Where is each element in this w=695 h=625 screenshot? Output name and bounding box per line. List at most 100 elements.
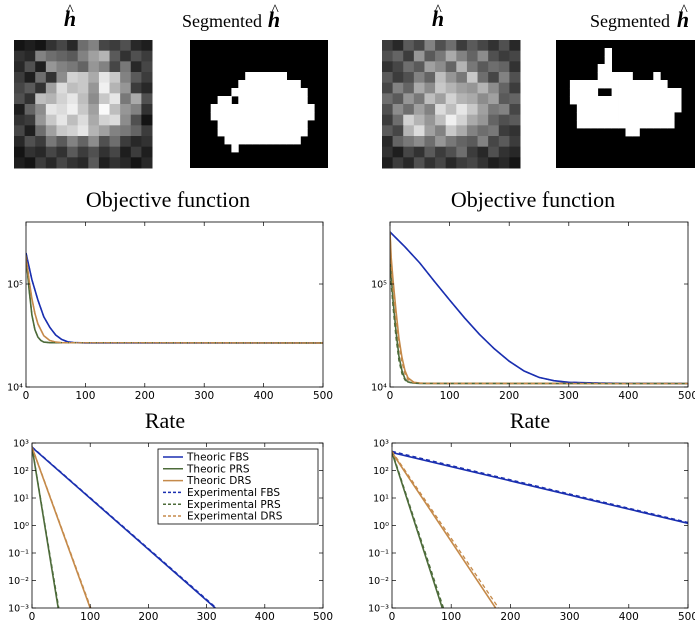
segment-cell xyxy=(660,104,668,113)
pixel-cell xyxy=(14,50,26,62)
pixel-cell xyxy=(45,157,57,169)
pixel-cell xyxy=(413,40,425,52)
segment-cell xyxy=(279,88,287,97)
pixel-cell xyxy=(498,125,510,137)
segment-cell xyxy=(618,96,626,105)
pixel-cell xyxy=(130,136,142,148)
pixel-cell xyxy=(35,50,47,62)
segment-cell xyxy=(639,88,647,97)
y-tick-label: 10⁻² xyxy=(8,576,29,587)
segment-cell xyxy=(279,96,287,105)
pixel-cell xyxy=(498,136,510,148)
pixel-cell xyxy=(477,146,489,158)
segment-cell xyxy=(646,96,654,105)
pixel-cell xyxy=(498,40,510,52)
series-line xyxy=(32,446,217,608)
pixel-cell xyxy=(130,146,142,158)
y-tick-label: 10² xyxy=(373,466,389,477)
pixel-cell xyxy=(98,50,111,62)
x-tick-label: 400 xyxy=(619,611,639,623)
pixel-cell xyxy=(141,93,153,105)
segment-cell xyxy=(660,80,668,89)
segment-cell xyxy=(660,112,668,121)
segment-cell xyxy=(224,136,232,145)
y-tick-label: 10⁻² xyxy=(368,576,389,587)
image-title-h: h xyxy=(64,6,76,31)
pixel-cell xyxy=(424,40,436,52)
pixel-cell xyxy=(24,72,36,84)
pixel-cell xyxy=(24,50,36,62)
pixel-cell xyxy=(445,82,457,94)
pixel-cell xyxy=(435,114,447,126)
legend-item: Theoric PRS xyxy=(163,463,250,475)
segment-cell xyxy=(300,96,308,105)
pixel-cell xyxy=(392,114,404,126)
segment-cell xyxy=(653,104,661,113)
pixel-cell xyxy=(45,93,57,105)
segment-cell xyxy=(618,120,626,129)
pixel-cell xyxy=(141,146,153,158)
pixel-cell xyxy=(88,61,100,73)
segment-cell xyxy=(576,80,585,89)
pixel-cell xyxy=(67,136,79,148)
legend-box xyxy=(157,448,319,525)
segment-cell xyxy=(625,120,633,129)
segmented-image-left xyxy=(190,40,328,168)
pixel-cell xyxy=(382,72,394,84)
pixel-cell xyxy=(413,114,425,126)
pixel-cell xyxy=(88,125,100,137)
segment-cell xyxy=(625,88,633,97)
segment-cell xyxy=(597,64,606,73)
segment-cell xyxy=(674,88,682,97)
x-tick-label: 400 xyxy=(254,390,274,402)
segment-cell xyxy=(604,120,612,129)
y-tick-label: 10⁻³ xyxy=(368,604,389,615)
pixel-cell xyxy=(392,157,404,169)
segment-cell xyxy=(217,112,225,121)
segment-cell xyxy=(231,128,239,137)
pixel-cell xyxy=(98,157,111,169)
segment-cell xyxy=(245,136,253,145)
pixel-cell xyxy=(477,72,489,84)
segment-cell xyxy=(286,136,294,145)
pixel-cell xyxy=(392,61,404,73)
pixel-cell xyxy=(67,40,79,52)
pixel-cell xyxy=(130,50,142,62)
pixel-cell xyxy=(130,157,142,169)
x-tick-label: 0 xyxy=(389,611,396,623)
pixel-cell xyxy=(488,61,500,73)
pixel-cell xyxy=(120,157,132,169)
segment-cell xyxy=(252,136,260,145)
segmented-image-right xyxy=(556,40,695,168)
segment-cell xyxy=(231,144,239,153)
segment-cell xyxy=(231,112,239,121)
segment-cell xyxy=(272,104,281,113)
segment-cell xyxy=(618,104,626,113)
pixel-cell xyxy=(445,61,457,73)
pixel-cell xyxy=(466,157,479,169)
segment-cell xyxy=(272,128,281,137)
pixel-cell xyxy=(45,72,57,84)
segment-cell xyxy=(238,96,246,105)
x-tick-label: 500 xyxy=(678,390,695,402)
pixel-cell xyxy=(67,50,79,62)
y-tick-label: 10⁴ xyxy=(371,383,387,394)
grayscale-image-right xyxy=(382,40,521,169)
legend-label: Theoric FBS xyxy=(186,452,249,464)
pixel-cell xyxy=(14,82,26,94)
segment-cell xyxy=(272,88,281,97)
segment-cell xyxy=(259,72,267,81)
segment-cell xyxy=(639,112,647,121)
pixel-cell xyxy=(77,61,89,73)
legend-item: Experimental PRS xyxy=(163,499,281,511)
pixel-cell xyxy=(130,82,142,94)
segment-cell xyxy=(653,112,661,121)
segment-cell xyxy=(231,136,239,145)
segment-cell xyxy=(279,112,287,121)
pixel-cell xyxy=(498,104,510,116)
pixel-cell xyxy=(435,61,447,73)
segment-cell xyxy=(272,96,281,105)
legend-item: Theoric FBS xyxy=(163,452,249,464)
pixel-cell xyxy=(88,157,100,169)
pixel-cell xyxy=(98,40,111,52)
